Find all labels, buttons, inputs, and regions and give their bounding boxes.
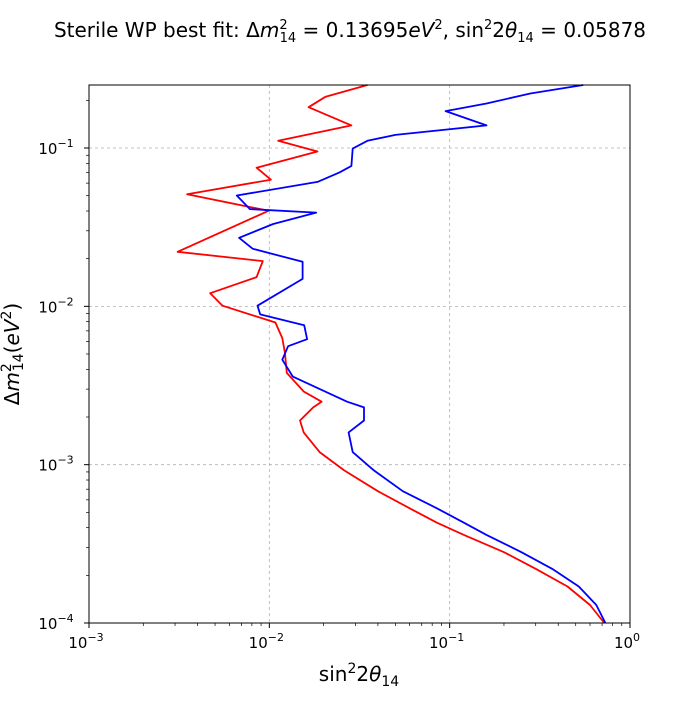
plot-frame xyxy=(88,84,631,624)
x-tick-label: 10−1 xyxy=(429,631,464,652)
red-contour-line xyxy=(176,84,606,624)
x-tick-label: 10−2 xyxy=(249,631,284,652)
chart-title: Sterile WP best fit: Δm2 14 = 0.13695eV2,… xyxy=(54,18,646,46)
x-tick-label: 100 xyxy=(614,631,640,652)
x-axis-label: sin22θ14 xyxy=(319,661,399,690)
y-tick-label: 10−3 xyxy=(38,454,73,475)
y-tick-label: 10−1 xyxy=(38,137,73,158)
y-axis-label: Δm214(eV2) xyxy=(0,303,27,405)
series-layer xyxy=(176,84,607,624)
x-tick-label: 10−3 xyxy=(68,631,103,652)
y-tick-label: 10−2 xyxy=(38,295,73,316)
y-tick-label: 10−4 xyxy=(38,612,73,633)
grid xyxy=(89,85,630,623)
blue-contour-line xyxy=(235,84,607,624)
